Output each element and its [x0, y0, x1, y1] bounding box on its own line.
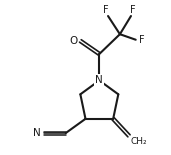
Text: N: N [95, 75, 103, 85]
Text: F: F [103, 5, 109, 15]
Text: CH₂: CH₂ [131, 137, 147, 146]
Text: N: N [33, 128, 41, 138]
Text: O: O [69, 35, 78, 46]
Text: F: F [139, 35, 144, 45]
Text: F: F [130, 5, 136, 15]
